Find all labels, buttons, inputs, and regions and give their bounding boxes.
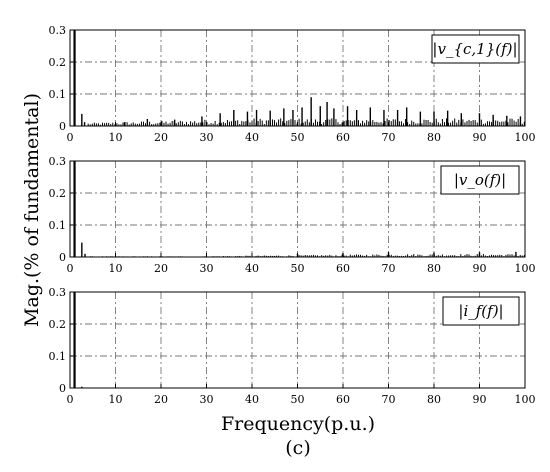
x-tick-label: 20: [154, 262, 168, 275]
legend-label: |v_o(f)|: [454, 171, 506, 189]
x-tick-label: 70: [382, 393, 396, 406]
x-tick-label: 100: [515, 131, 536, 144]
y-tick-label: 0.3: [49, 24, 67, 37]
y-tick-label: 0.3: [49, 286, 67, 299]
x-tick-label: 30: [200, 262, 214, 275]
x-tick-label: 40: [245, 131, 259, 144]
x-tick-label: 10: [109, 131, 123, 144]
chart-panel-vo: 0 0.1 0.2 0.3 0 10 20 30 40 50 60 70 80 90 100 |v_o(f…: [49, 155, 536, 275]
spectrum-bars: [73, 30, 525, 126]
legend-box: |i_f(f)|: [442, 296, 520, 326]
legend-box: |v_{c,1}(f)|: [431, 34, 520, 64]
y-tick-label: 0.3: [49, 155, 67, 168]
x-tick-label: 90: [473, 262, 487, 275]
x-ticks: 0 10 20 30 40 50 60 70 80 90 100: [67, 384, 536, 406]
x-tick-label: 0: [67, 262, 74, 275]
y-ticks: 0 0.1 0.2 0.3: [49, 286, 74, 395]
x-tick-label: 100: [515, 393, 536, 406]
x-tick-label: 80: [427, 393, 441, 406]
x-tick-label: 20: [154, 131, 168, 144]
x-tick-label: 60: [336, 262, 350, 275]
x-tick-label: 10: [109, 262, 123, 275]
x-tick-label: 80: [427, 131, 441, 144]
y-tick-label: 0.2: [49, 56, 67, 69]
y-tick-label: 0: [59, 251, 66, 264]
y-tick-label: 0: [59, 382, 66, 395]
chart-panel-vc1: 0 0.1 0.2 0.3 0 10 20 30 40 50 60 70 80 90 100 |v_{c,…: [49, 24, 536, 144]
legend-label: |i_f(f)|: [458, 302, 503, 320]
y-axis-label: Mag.(% of fundamental): [21, 93, 43, 327]
x-tick-label: 70: [382, 131, 396, 144]
x-tick-label: 60: [336, 393, 350, 406]
x-tick-label: 0: [67, 393, 74, 406]
x-tick-label: 30: [200, 393, 214, 406]
x-tick-label: 50: [291, 393, 305, 406]
x-tick-label: 90: [473, 131, 487, 144]
y-ticks: 0 0.1 0.2 0.3: [49, 155, 74, 264]
legend-label: |v_{c,1}(f)|: [432, 40, 517, 58]
y-ticks: 0 0.1 0.2 0.3: [49, 24, 74, 133]
x-tick-label: 40: [245, 262, 259, 275]
y-tick-label: 0.2: [49, 187, 67, 200]
chart-panel-if: 0 0.1 0.2 0.3 0 10 20 30 40 50 60 70 80 90 100 |i_f(f…: [49, 286, 536, 406]
y-tick-label: 0.1: [49, 219, 67, 232]
x-tick-label: 100: [515, 262, 536, 275]
x-tick-label: 0: [67, 131, 74, 144]
x-tick-label: 20: [154, 393, 168, 406]
x-ticks: 0 10 20 30 40 50 60 70 80 90 100: [67, 122, 536, 144]
x-tick-label: 30: [200, 131, 214, 144]
x-ticks: 0 10 20 30 40 50 60 70 80 90 100: [67, 253, 536, 275]
x-tick-label: 80: [427, 262, 441, 275]
x-tick-label: 90: [473, 393, 487, 406]
figure-caption: (c): [285, 437, 310, 459]
y-tick-label: 0.1: [49, 350, 67, 363]
x-tick-label: 50: [291, 262, 305, 275]
legend-box: |v_o(f)|: [440, 165, 520, 195]
x-tick-label: 50: [291, 131, 305, 144]
y-tick-label: 0.1: [49, 88, 67, 101]
x-tick-label: 70: [382, 262, 396, 275]
x-tick-label: 10: [109, 393, 123, 406]
y-tick-label: 0.2: [49, 318, 67, 331]
x-tick-label: 60: [336, 131, 350, 144]
y-tick-label: 0: [59, 120, 66, 133]
x-axis-label: Frequency(p.u.): [221, 413, 375, 435]
x-tick-label: 40: [245, 393, 259, 406]
